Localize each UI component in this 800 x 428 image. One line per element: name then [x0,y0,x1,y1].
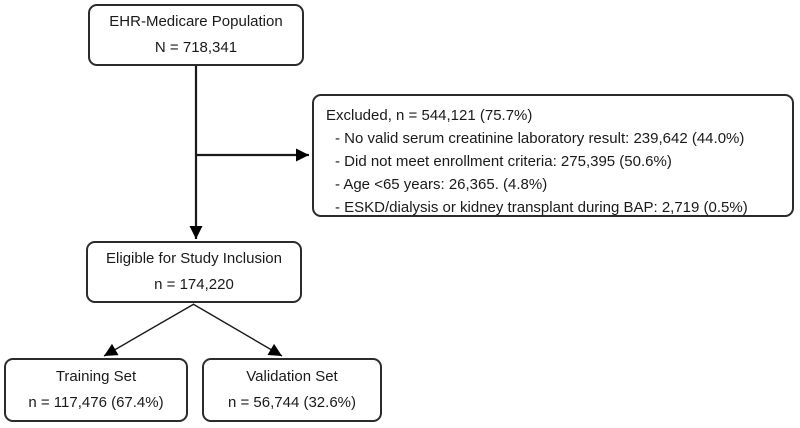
excluded-box: Excluded, n = 544,121 (75.7%) - No valid… [312,94,794,217]
eligible-title: Eligible for Study Inclusion [106,250,282,267]
excluded-item: - ESKD/dialysis or kidney transplant dur… [335,199,748,216]
training-count: n = 117,476 (67.4%) [28,394,164,411]
excluded-item: - No valid serum creatinine laboratory r… [335,130,745,147]
validation-count: n = 56,744 (32.6%) [227,394,356,411]
training-title: Training Set [55,368,137,385]
validation-title: Validation Set [246,368,338,385]
eligible-box: Eligible for Study Inclusion n = 174,220 [86,241,302,303]
population-count: N = 718,341 [154,39,238,56]
population-box: EHR-Medicare Population N = 718,341 [88,4,304,66]
validation-box: Validation Set n = 56,744 (32.6%) [202,358,382,422]
arrow-eligible-to-validation [192,303,283,357]
excluded-item: - Did not meet enrollment criteria: 275,… [335,153,672,170]
excluded-item: - Age <65 years: 26,365. (4.8%) [335,176,548,193]
population-title: EHR-Medicare Population [109,13,283,30]
eligible-count: n = 174,220 [154,276,234,293]
arrow-eligible-to-training [103,303,195,357]
excluded-title: Excluded, n = 544,121 (75.7%) [326,107,533,124]
training-box: Training Set n = 117,476 (67.4%) [4,358,188,422]
